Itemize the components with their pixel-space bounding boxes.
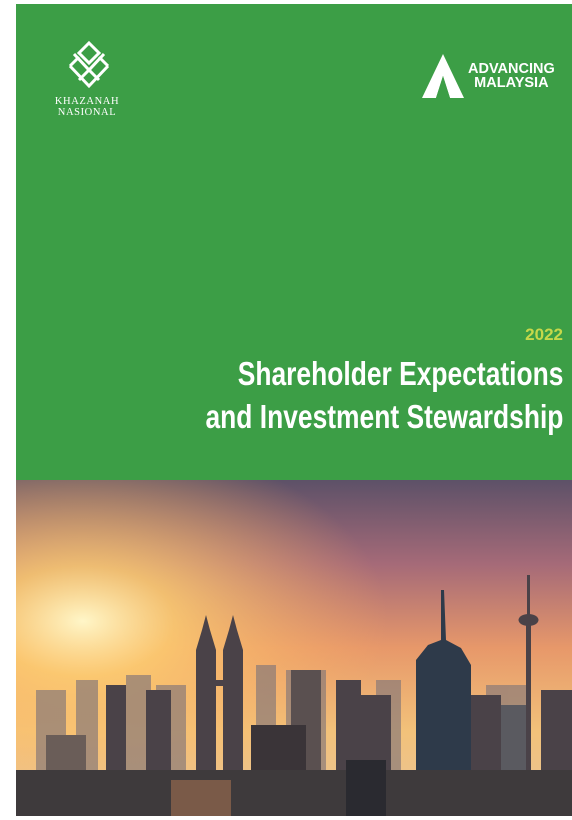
- khazanah-icon: [66, 40, 112, 92]
- year: 2022: [525, 325, 563, 345]
- tagline-line: ADVANCING: [468, 62, 555, 76]
- page: KHAZANAH NASIONAL ADVANCING MALAYSIA 202…: [0, 0, 572, 820]
- cover-panel: KHAZANAH NASIONAL ADVANCING MALAYSIA 202…: [16, 4, 572, 480]
- advancing-icon: [422, 54, 464, 98]
- logo-line: NASIONAL: [52, 107, 122, 118]
- title-line: and Investment Stewardship: [205, 395, 563, 438]
- city-photo: [16, 480, 572, 816]
- title-line: Shareholder Expectations: [205, 352, 563, 395]
- tagline-line: MALAYSIA: [468, 76, 555, 90]
- logo-line: KHAZANAH: [52, 96, 122, 107]
- tagline: ADVANCING MALAYSIA: [468, 62, 555, 90]
- title: Shareholder Expectations and Investment …: [205, 352, 563, 438]
- khazanah-name: KHAZANAH NASIONAL: [52, 96, 122, 118]
